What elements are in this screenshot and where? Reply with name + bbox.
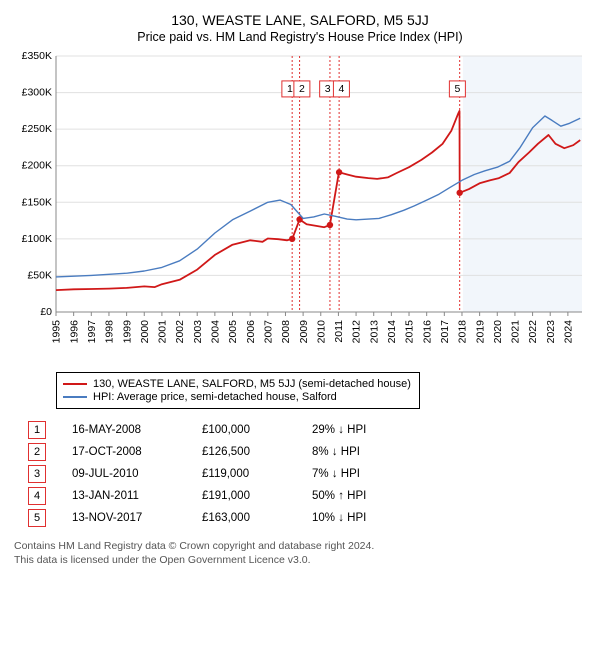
chart: £0 £50K £100K £150K £200K £250K £300K £350K 1995… [14,50,586,370]
svg-text:£0: £0 [40,306,52,318]
page-subtitle: Price paid vs. HM Land Registry's House … [14,30,586,44]
svg-text:2011: 2011 [333,320,345,343]
svg-text:1995: 1995 [51,320,63,344]
footer: Contains HM Land Registry data © Crown c… [14,539,586,567]
svg-text:2004: 2004 [210,320,222,344]
svg-text:2024: 2024 [563,320,575,344]
svg-text:2021: 2021 [510,320,522,344]
transaction-badge: 3 [28,465,46,483]
svg-text:£50K: £50K [27,269,52,281]
svg-text:2016: 2016 [421,320,433,344]
transaction-date: 13-JAN-2011 [72,490,202,502]
transaction-badge: 2 [28,443,46,461]
svg-text:2001: 2001 [157,320,169,344]
svg-text:1: 1 [287,83,293,95]
transaction-date: 09-JUL-2010 [72,468,202,480]
transaction-price: £126,500 [202,446,312,458]
legend-label: 130, WEASTE LANE, SALFORD, M5 5JJ (semi-… [93,378,411,390]
transaction-badge: 1 [28,421,46,439]
transaction-date: 17-OCT-2008 [72,446,202,458]
svg-text:£250K: £250K [22,123,52,135]
transaction-diff: 8% ↓ HPI [312,446,442,458]
chart-svg: £0 £50K £100K £150K £200K £250K £300K £350K 1995… [14,50,586,370]
svg-text:2000: 2000 [139,320,151,344]
transaction-badge: 4 [28,487,46,505]
svg-text:2012: 2012 [351,320,363,344]
transaction-price: £191,000 [202,490,312,502]
footer-line: Contains HM Land Registry data © Crown c… [14,539,586,553]
transaction-diff: 7% ↓ HPI [312,468,442,480]
svg-text:2014: 2014 [386,320,398,344]
transaction-price: £163,000 [202,512,312,524]
svg-text:2006: 2006 [245,320,257,344]
svg-text:1998: 1998 [104,320,116,344]
svg-text:2022: 2022 [527,320,539,344]
svg-text:£100K: £100K [22,233,52,245]
svg-text:1997: 1997 [86,320,98,344]
legend-label: HPI: Average price, semi-detached house,… [93,391,337,403]
svg-text:2007: 2007 [262,320,274,344]
transactions-table: 1 16-MAY-2008£100,00029% ↓ HPI 2 17-OCT-200… [14,419,586,529]
svg-text:1999: 1999 [121,320,133,344]
svg-text:2008: 2008 [280,320,292,344]
svg-text:2020: 2020 [492,320,504,344]
legend: 130, WEASTE LANE, SALFORD, M5 5JJ (semi-… [56,372,420,409]
transaction-badge: 5 [28,509,46,527]
transaction-date: 13-NOV-2017 [72,512,202,524]
svg-text:2009: 2009 [298,320,310,344]
svg-text:2023: 2023 [545,320,557,344]
transaction-row: 5 13-NOV-2017£163,00010% ↓ HPI [14,507,586,529]
page-title: 130, WEASTE LANE, SALFORD, M5 5JJ [14,12,586,28]
transaction-row: 1 16-MAY-2008£100,00029% ↓ HPI [14,419,586,441]
transaction-price: £100,000 [202,424,312,436]
svg-text:2017: 2017 [439,320,451,344]
svg-text:2: 2 [299,83,305,95]
legend-item: 130, WEASTE LANE, SALFORD, M5 5JJ (semi-… [63,378,411,390]
svg-text:2003: 2003 [192,320,204,344]
svg-text:2010: 2010 [315,320,327,344]
transaction-row: 3 09-JUL-2010£119,0007% ↓ HPI [14,463,586,485]
transaction-row: 2 17-OCT-2008£126,5008% ↓ HPI [14,441,586,463]
transaction-date: 16-MAY-2008 [72,424,202,436]
svg-text:3: 3 [325,83,331,95]
transaction-row: 4 13-JAN-2011£191,00050% ↑ HPI [14,485,586,507]
chart-container: 130, WEASTE LANE, SALFORD, M5 5JJ Price … [0,0,600,581]
svg-text:2019: 2019 [474,320,486,344]
svg-text:£200K: £200K [22,160,52,172]
svg-text:2013: 2013 [368,320,380,344]
legend-swatch [63,396,87,398]
svg-text:2002: 2002 [174,320,186,344]
svg-text:2015: 2015 [404,320,416,344]
legend-item: HPI: Average price, semi-detached house,… [63,391,411,403]
svg-text:1996: 1996 [68,320,80,344]
transaction-diff: 29% ↓ HPI [312,424,442,436]
footer-line: This data is licensed under the Open Gov… [14,553,586,567]
transaction-price: £119,000 [202,468,312,480]
transaction-diff: 10% ↓ HPI [312,512,442,524]
svg-text:2005: 2005 [227,320,239,344]
svg-text:2018: 2018 [457,320,469,344]
svg-text:£150K: £150K [22,196,52,208]
transaction-diff: 50% ↑ HPI [312,490,442,502]
svg-text:5: 5 [454,83,460,95]
svg-text:£300K: £300K [22,87,52,99]
legend-swatch [63,383,87,385]
svg-text:4: 4 [338,83,344,95]
svg-text:£350K: £350K [22,50,52,62]
